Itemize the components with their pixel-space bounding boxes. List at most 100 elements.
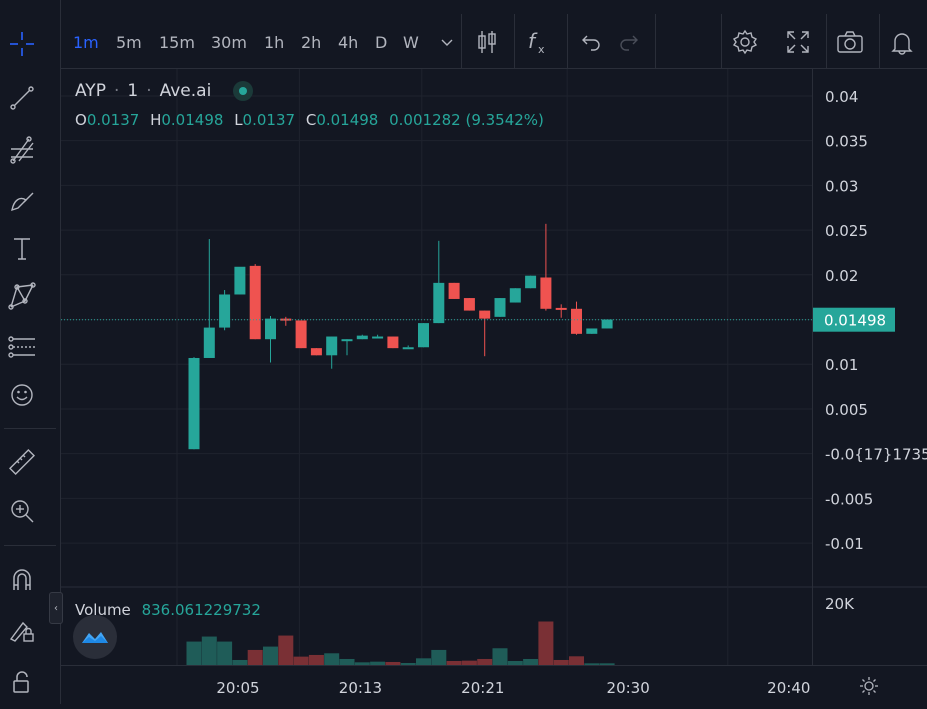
price-tick-label: 0.03 (825, 177, 858, 195)
candle-body (479, 310, 491, 319)
volume-bar (569, 656, 584, 665)
price-tick-label: 0.01 (825, 356, 858, 374)
source-label: Ave.ai (159, 81, 212, 101)
candle-body (418, 323, 429, 348)
svg-text:f: f (528, 29, 538, 53)
candle-body (219, 294, 231, 328)
candle-body (188, 357, 200, 450)
open-value: 0.0137 (86, 111, 140, 129)
candle-body (525, 275, 537, 289)
price-tick-label: -0.005 (825, 490, 873, 508)
candles-icon[interactable] (471, 26, 503, 58)
lock-drawing-icon[interactable] (0, 610, 44, 650)
volume-bar (339, 658, 355, 665)
redo-icon[interactable] (613, 26, 645, 58)
candle-body (586, 328, 598, 334)
unlock-icon[interactable] (0, 662, 44, 702)
candle-body (341, 339, 353, 342)
volume-bar (354, 662, 370, 665)
candle-body (280, 318, 292, 321)
crosshair-icon[interactable] (0, 24, 44, 64)
volume-bar (507, 660, 523, 665)
time-scale[interactable]: 20:05 20:13 20:21 20:30 20:40 (61, 665, 927, 705)
collapse-panel-handle[interactable]: ‹ (49, 592, 63, 624)
last-price-badge (813, 307, 895, 332)
candle-body (555, 307, 567, 310)
candle-body (249, 265, 261, 340)
symbol-name[interactable]: AYP (75, 81, 106, 101)
volume-bar (599, 663, 615, 665)
legend-separator: · (146, 81, 152, 101)
change-value: 0.001282 (9.3542%) (389, 111, 544, 129)
pattern-icon[interactable] (0, 276, 44, 316)
camera-icon[interactable] (834, 26, 866, 58)
timeframe-button-d[interactable]: D (375, 33, 388, 52)
timeframe-button-30m[interactable]: 30m (211, 33, 247, 52)
timeframe-button-w[interactable]: W (403, 33, 419, 52)
svg-text:x: x (538, 43, 545, 56)
candle-body (509, 288, 521, 303)
chart-pane[interactable]: AYP · 1 · Ave.ai O0.0137 H0.01498 L0.013… (61, 69, 812, 665)
candle-body (463, 298, 475, 311)
fib-icon[interactable] (0, 130, 44, 170)
volume-bar (370, 661, 386, 665)
volume-bar (186, 641, 202, 665)
candle-body (372, 336, 384, 339)
time-tick-label: 20:40 (767, 679, 810, 697)
volume-legend: Volume 836.061229732 (75, 601, 261, 619)
chart-settings-sun-icon[interactable] (859, 676, 879, 700)
candle-body (326, 336, 338, 356)
toolbar-divider (721, 14, 722, 68)
volume-bar (385, 661, 401, 665)
timeframe-button-5m[interactable]: 5m (116, 33, 142, 52)
toolbar-divider (4, 428, 56, 429)
open-label: O (75, 111, 87, 129)
candle-body (265, 318, 276, 340)
low-label: L (234, 111, 243, 129)
toolbar-divider (655, 14, 656, 68)
undo-icon[interactable] (575, 26, 607, 58)
fullscreen-icon[interactable] (782, 26, 814, 58)
candle-body (494, 298, 506, 317)
forecast-icon[interactable] (0, 326, 44, 366)
price-scale[interactable]: 0.040.0350.030.0250.020.0150.010.005-0.0… (812, 69, 927, 665)
toolbar-divider (514, 14, 515, 68)
volume-bar (553, 659, 569, 665)
logo-icon[interactable] (73, 615, 117, 659)
timeframe-button-1m[interactable]: 1m (73, 33, 99, 52)
timeframe-button-4h[interactable]: 4h (338, 33, 359, 52)
timeframe-button-2h[interactable]: 2h (301, 33, 322, 52)
ruler-icon[interactable] (0, 442, 44, 482)
magnet-icon[interactable] (0, 560, 44, 600)
chevron-down-icon[interactable] (431, 26, 463, 58)
high-value: 0.01498 (161, 111, 224, 129)
volume-bar (492, 648, 508, 665)
legend-separator: · (113, 81, 120, 101)
settings-icon[interactable] (729, 26, 761, 58)
price-chart[interactable] (61, 69, 812, 665)
volume-value: 836.061229732 (141, 601, 261, 619)
volume-bar (293, 656, 309, 665)
toolbar-divider (567, 14, 568, 68)
candle-body (540, 277, 552, 309)
timeframe-button-15m[interactable]: 15m (159, 33, 195, 52)
volume-bar (232, 659, 248, 665)
toolbar-divider (879, 14, 880, 68)
candle-body (310, 348, 322, 356)
interval-label: 1 (127, 81, 139, 101)
drawing-toolbar: ‹ (0, 0, 63, 704)
trendline-icon[interactable] (0, 78, 44, 118)
alert-bell-icon[interactable] (886, 26, 918, 58)
volume-bar (431, 649, 447, 665)
volume-bar (278, 635, 294, 665)
timeframe-button-1h[interactable]: 1h (264, 33, 285, 52)
volume-bar (446, 660, 462, 665)
emoji-icon[interactable] (0, 375, 44, 415)
symbol-legend: AYP · 1 · Ave.ai (75, 81, 254, 101)
text-icon[interactable] (0, 228, 44, 268)
brush-icon[interactable] (0, 180, 44, 220)
toolbar-divider (461, 14, 462, 68)
zoom-in-icon[interactable] (0, 491, 44, 531)
price-tick-label: 0.04 (825, 88, 858, 106)
